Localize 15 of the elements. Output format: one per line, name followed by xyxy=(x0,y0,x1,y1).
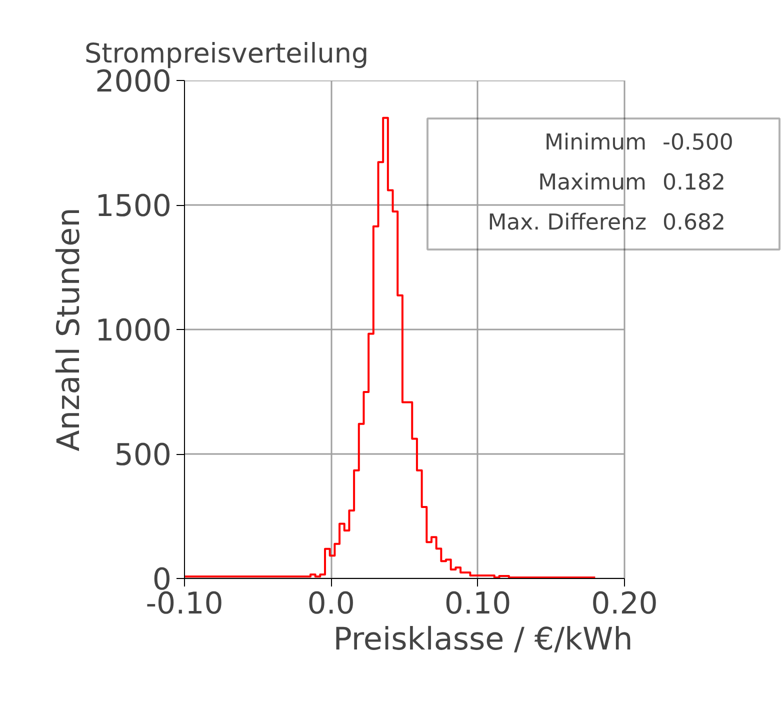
chart-title: Strompreisverteilung xyxy=(84,38,369,70)
annotation: Minimum xyxy=(544,130,647,156)
y-tick-label: 1000 xyxy=(95,314,172,348)
annotation: Maximum xyxy=(538,170,647,196)
x-axis-title: Preisklasse / €/kWh xyxy=(333,622,633,658)
x-tick-label: 0.10 xyxy=(444,586,512,622)
y-tick-label: 500 xyxy=(114,438,172,473)
text: 0.182 xyxy=(662,170,726,196)
y-axis-title: Anzahl Stunden xyxy=(51,208,88,452)
text: 0.682 xyxy=(662,210,726,236)
text: -0.500 xyxy=(662,130,734,156)
y-tick-label: 1500 xyxy=(95,189,172,224)
x-tick-label: 0.20 xyxy=(591,586,658,622)
annotation: Max. Differenz xyxy=(488,210,647,236)
x-tick-label: 0.0 xyxy=(307,586,356,622)
